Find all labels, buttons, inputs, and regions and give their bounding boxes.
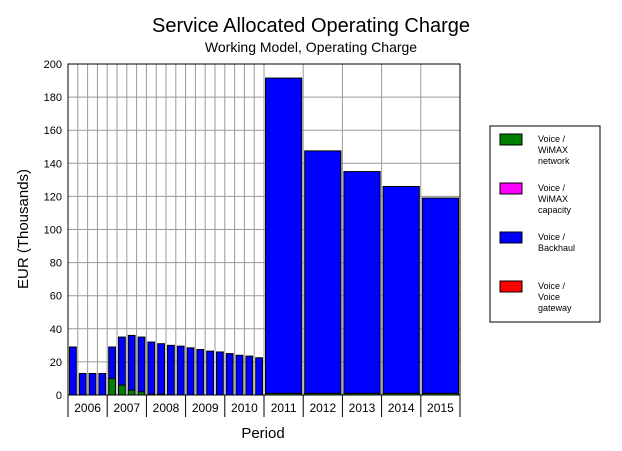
legend-label: Voice / Voice gateway xyxy=(538,281,572,313)
bar-segment xyxy=(108,377,116,396)
bar-segment xyxy=(265,77,303,394)
legend-swatch xyxy=(499,231,523,244)
y-tick-label: 20 xyxy=(50,357,62,369)
chart-title: Service Allocated Operating Charge xyxy=(152,15,470,37)
bar-segment xyxy=(304,150,342,394)
bar-segment xyxy=(255,357,263,396)
bar-segment xyxy=(343,171,381,394)
x-tick-label: 2006 xyxy=(74,401,101,415)
y-axis-label: EUR (Thousands) xyxy=(15,169,32,289)
y-tick-label: 200 xyxy=(44,59,62,71)
legend: Voice / WiMAX network Voice / WiMAX capacity V… xyxy=(489,125,601,323)
bar-segment xyxy=(118,336,126,386)
axes: 0 20 40 60 80 100 120 140 160 180 200 2006 2007 2008 2… xyxy=(44,59,461,417)
y-tick-label: 0 xyxy=(56,390,62,402)
bar-segment xyxy=(235,354,244,396)
legend-label: Voice / Backhaul xyxy=(538,232,575,253)
bar-segment xyxy=(216,351,224,396)
y-tick-label: 140 xyxy=(44,158,62,170)
x-tick-label: 2011 xyxy=(271,401,297,415)
bar-segment xyxy=(118,384,126,396)
chart-subtitle: Working Model, Operating Charge xyxy=(205,39,417,55)
y-tick-label: 100 xyxy=(44,225,62,237)
legend-swatch xyxy=(499,133,523,146)
y-tick-label: 120 xyxy=(44,191,62,203)
x-tick-label: 2013 xyxy=(349,401,376,415)
bar-segment xyxy=(186,347,195,396)
bar-segment xyxy=(196,348,205,396)
bar-segment xyxy=(206,350,214,396)
bar-segment xyxy=(421,197,459,394)
x-tick-label: 2014 xyxy=(388,401,415,415)
x-tick-label: 2008 xyxy=(153,401,180,415)
bar-segment xyxy=(245,355,254,396)
legend-label: Voice / WiMAX capacity xyxy=(538,183,572,215)
bar-segment xyxy=(382,185,420,394)
bar-segment xyxy=(127,389,136,396)
bar-segment xyxy=(108,346,116,379)
bar-segment xyxy=(98,372,107,396)
legend-swatch xyxy=(499,280,523,293)
x-tick-label: 2009 xyxy=(192,401,219,415)
y-tick-label: 40 xyxy=(50,324,62,336)
x-tick-label: 2010 xyxy=(231,401,258,415)
x-axis-label: Period xyxy=(241,425,284,442)
x-tick-label: 2007 xyxy=(113,401,140,415)
bar-segment xyxy=(69,346,77,396)
bar-segment xyxy=(176,345,185,396)
y-tick-label: 80 xyxy=(50,258,62,270)
bar-segment xyxy=(127,334,136,391)
bar-segment xyxy=(88,372,97,396)
x-tick-label: 2012 xyxy=(309,401,336,415)
bar-segment xyxy=(147,341,156,395)
bar-segment xyxy=(225,353,234,396)
legend-swatch xyxy=(499,182,523,195)
bar-segment xyxy=(78,372,87,396)
bar-segment xyxy=(157,343,165,395)
bars xyxy=(69,77,459,396)
legend-label: Voice / WiMAX network xyxy=(538,134,570,166)
y-tick-label: 180 xyxy=(44,92,62,104)
y-tick-label: 60 xyxy=(50,291,62,303)
bar-segment xyxy=(137,336,146,393)
bar-segment xyxy=(167,344,175,396)
x-tick-label: 2015 xyxy=(427,401,454,415)
y-tick-label: 160 xyxy=(44,125,62,137)
